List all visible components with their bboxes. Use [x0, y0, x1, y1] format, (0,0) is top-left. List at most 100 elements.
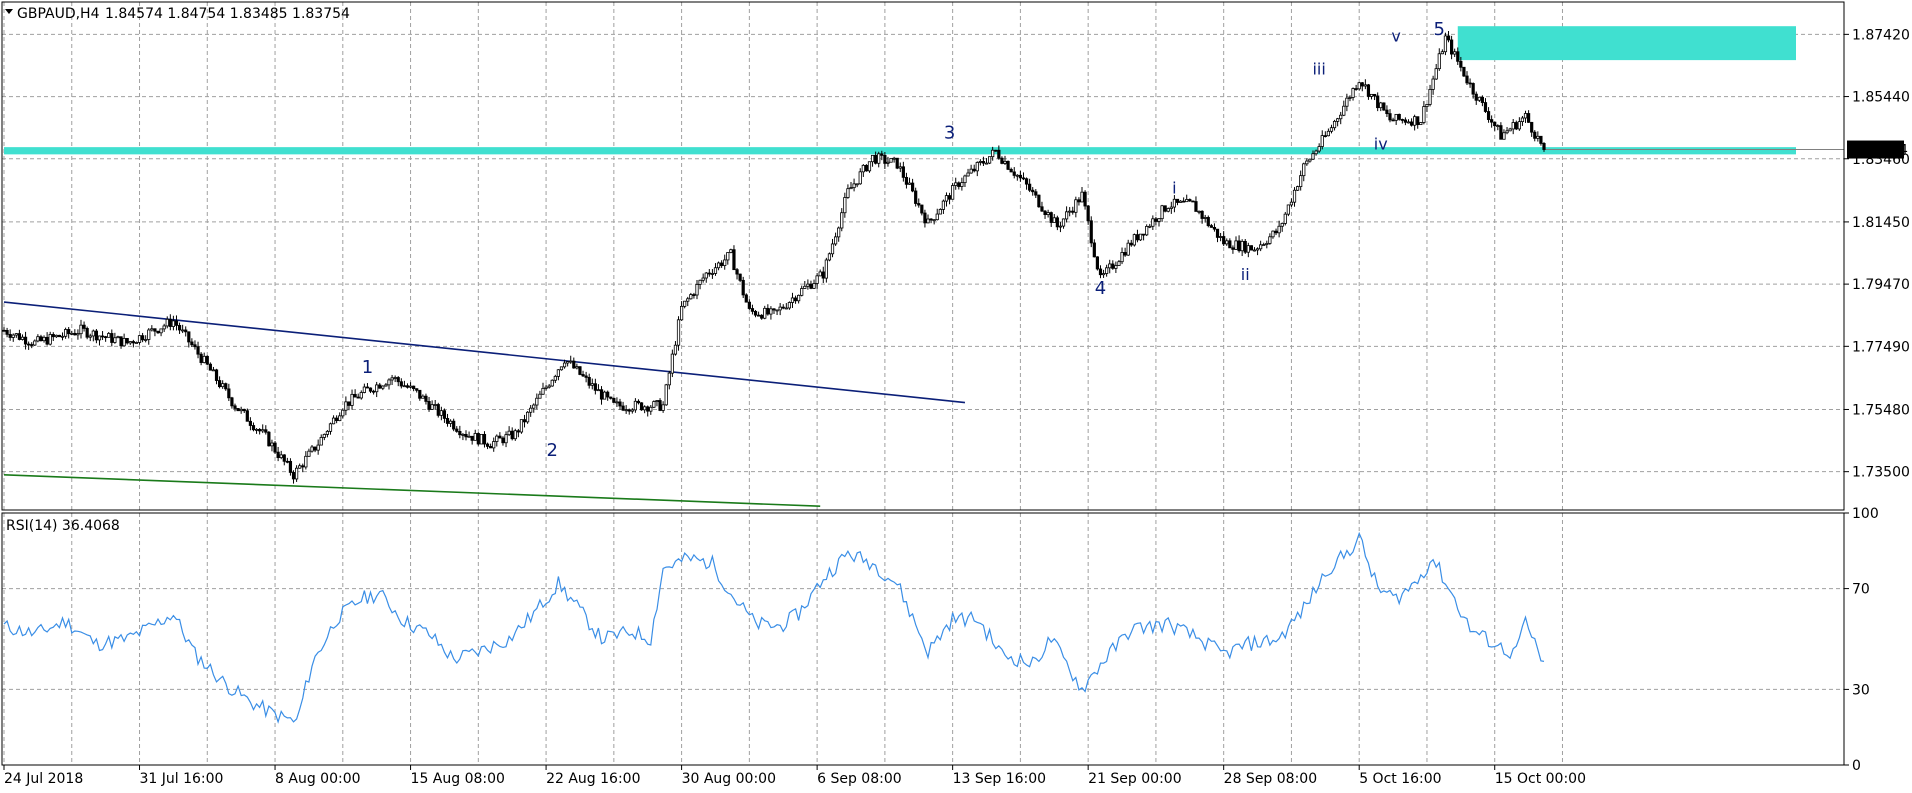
- candle: [60, 332, 65, 341]
- candle: [1465, 71, 1469, 86]
- time-tick-label: 22 Aug 16:00: [546, 771, 640, 787]
- candle: [877, 151, 881, 168]
- candle: [1098, 265, 1103, 279]
- candle: [1006, 160, 1010, 171]
- candle: [778, 303, 782, 316]
- candle: [171, 315, 175, 331]
- candle: [199, 352, 203, 366]
- candle: [1212, 223, 1217, 232]
- candle: [230, 396, 234, 409]
- candle: [840, 208, 844, 232]
- supply-demand-zone[interactable]: [4, 147, 1796, 155]
- candle: [221, 380, 225, 389]
- candle: [159, 328, 163, 337]
- candle: [1413, 114, 1417, 131]
- symbol-label: GBPAUD,H4: [17, 6, 100, 22]
- candle: [211, 366, 216, 372]
- candle: [2, 327, 6, 332]
- candle: [193, 340, 197, 350]
- candle: [760, 314, 764, 320]
- candle: [707, 269, 711, 277]
- rsi-axis: 100 70 30 0: [1844, 506, 1879, 774]
- candle: [630, 408, 634, 414]
- candle: [144, 335, 148, 343]
- candle: [812, 279, 816, 290]
- candle: [837, 226, 841, 242]
- candle: [338, 412, 342, 422]
- candle: [929, 218, 933, 224]
- time-axis: 24 Jul 2018 31 Jul 16:00 8 Aug 00:00 15 Aug…: [3, 765, 1586, 787]
- candle: [1388, 109, 1392, 123]
- candle: [196, 341, 200, 359]
- candle: [880, 150, 884, 161]
- candle: [30, 342, 34, 349]
- candle: [54, 334, 58, 338]
- candle: [1357, 81, 1361, 91]
- candle: [378, 382, 382, 389]
- candle: [726, 252, 730, 265]
- candle: [1486, 107, 1491, 123]
- candle: [174, 315, 179, 331]
- candle: [972, 164, 976, 173]
- candle: [1520, 115, 1525, 126]
- candle: [1259, 240, 1263, 252]
- candle: [156, 330, 160, 334]
- candle: [1376, 92, 1380, 112]
- candle: [1536, 131, 1540, 142]
- candle: [689, 292, 693, 300]
- candle: [122, 333, 126, 347]
- candle: [1185, 194, 1189, 203]
- candle: [1237, 235, 1241, 253]
- trendline-lower[interactable]: [3, 474, 821, 508]
- candle: [587, 373, 591, 389]
- candle: [550, 379, 554, 387]
- candle: [516, 428, 520, 438]
- candle: [911, 178, 915, 193]
- dropdown-triangle-icon[interactable]: [5, 9, 13, 14]
- candle: [673, 341, 678, 356]
- candle: [104, 335, 108, 342]
- candle: [1336, 117, 1340, 127]
- supply-demand-zone[interactable]: [1457, 26, 1796, 61]
- candle: [202, 352, 206, 364]
- candle: [110, 329, 114, 347]
- candle: [448, 419, 453, 428]
- candle: [1480, 95, 1484, 107]
- candle: [938, 208, 942, 215]
- candle: [741, 276, 745, 298]
- candle: [867, 161, 872, 173]
- candle: [618, 398, 622, 410]
- candle: [387, 378, 391, 390]
- rsi-tick-label: 0: [1852, 758, 1861, 774]
- candle: [310, 445, 314, 453]
- candle: [452, 418, 456, 432]
- wave-label: 5: [1434, 19, 1445, 40]
- candle: [1240, 239, 1244, 257]
- candle: [1209, 223, 1213, 228]
- candle: [125, 337, 129, 345]
- candle: [606, 390, 610, 401]
- candle: [1043, 209, 1047, 219]
- candle: [1234, 236, 1238, 250]
- candle: [858, 168, 862, 185]
- candle: [901, 161, 905, 182]
- candle: [603, 390, 607, 400]
- rsi-label: RSI(14) 36.4068: [6, 518, 120, 534]
- time-tick-label: 6 Sep 08:00: [817, 771, 902, 787]
- candle: [485, 442, 490, 450]
- rsi-pane[interactable]: [1, 512, 1845, 766]
- candle: [1172, 195, 1176, 213]
- candle: [664, 383, 668, 406]
- candle: [1219, 232, 1223, 242]
- candle: [1422, 101, 1426, 125]
- candle: [1031, 187, 1035, 196]
- trendline-upper[interactable]: [3, 301, 966, 404]
- candle: [1339, 111, 1343, 125]
- candle: [384, 382, 388, 387]
- candle: [36, 334, 40, 343]
- candle: [368, 387, 373, 394]
- candle: [418, 389, 422, 401]
